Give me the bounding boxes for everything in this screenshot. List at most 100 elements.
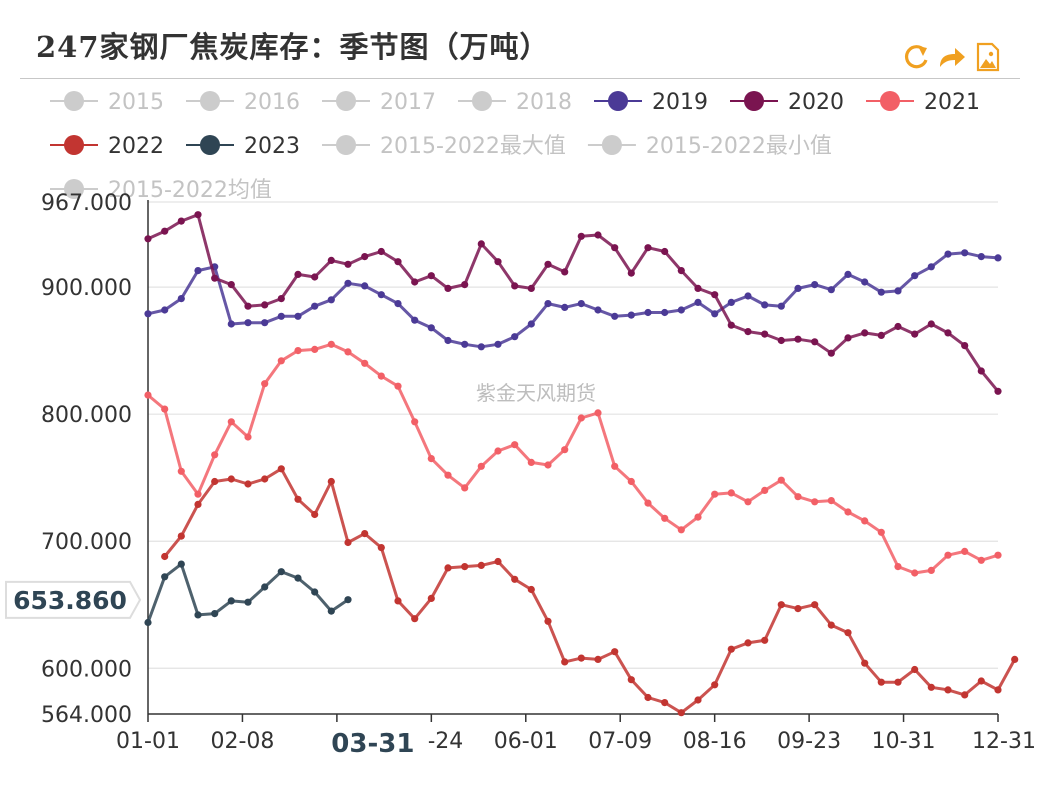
data-point[interactable]: [727, 321, 735, 329]
data-point[interactable]: [211, 451, 219, 459]
data-point[interactable]: [744, 292, 752, 300]
data-point[interactable]: [844, 270, 852, 278]
data-point[interactable]: [844, 334, 852, 342]
data-point[interactable]: [627, 477, 635, 486]
data-point[interactable]: [961, 547, 969, 556]
data-point[interactable]: [477, 462, 485, 470]
data-point[interactable]: [861, 278, 869, 286]
data-point[interactable]: [594, 409, 602, 417]
data-point[interactable]: [411, 418, 419, 426]
legend-item-2015-2022均值[interactable]: 2015-2022均值: [50, 178, 272, 203]
data-point[interactable]: [544, 617, 552, 625]
data-point[interactable]: [927, 566, 935, 575]
data-point[interactable]: [777, 336, 785, 345]
data-point[interactable]: [861, 517, 869, 525]
data-point[interactable]: [344, 348, 352, 356]
data-point[interactable]: [261, 319, 269, 327]
data-point[interactable]: [544, 260, 552, 268]
data-point[interactable]: [961, 691, 969, 699]
data-point[interactable]: [327, 256, 335, 264]
data-point[interactable]: [694, 696, 702, 704]
data-point[interactable]: [277, 357, 285, 365]
data-point[interactable]: [944, 250, 952, 258]
data-point[interactable]: [827, 349, 835, 357]
data-point[interactable]: [261, 475, 269, 483]
data-point[interactable]: [827, 497, 835, 505]
data-point[interactable]: [694, 513, 702, 521]
data-point[interactable]: [877, 528, 885, 536]
data-point[interactable]: [144, 310, 152, 318]
legend-item-2023[interactable]: 2023: [186, 134, 300, 159]
legend-item-2015[interactable]: 2015: [50, 90, 164, 115]
data-point[interactable]: [227, 475, 235, 483]
data-point[interactable]: [177, 560, 185, 568]
data-point[interactable]: [777, 476, 785, 484]
data-point[interactable]: [177, 217, 185, 225]
data-point[interactable]: [944, 329, 952, 337]
data-point[interactable]: [511, 333, 519, 341]
data-point[interactable]: [444, 284, 452, 292]
data-point[interactable]: [161, 227, 169, 235]
data-point[interactable]: [194, 490, 202, 498]
data-point[interactable]: [344, 260, 352, 268]
data-point[interactable]: [244, 302, 252, 310]
legend-item-2016[interactable]: 2016: [186, 90, 300, 115]
data-point[interactable]: [677, 709, 685, 717]
data-point[interactable]: [377, 372, 385, 380]
data-point[interactable]: [527, 320, 535, 328]
data-point[interactable]: [577, 300, 585, 308]
data-point[interactable]: [294, 270, 302, 278]
data-point[interactable]: [627, 269, 635, 277]
data-point[interactable]: [627, 311, 635, 319]
legend-item-2020[interactable]: 2020: [730, 90, 844, 115]
data-point[interactable]: [377, 291, 385, 299]
data-point[interactable]: [161, 306, 169, 314]
data-point[interactable]: [261, 380, 269, 388]
data-point[interactable]: [394, 382, 402, 390]
data-point[interactable]: [444, 336, 452, 345]
share-arrow-icon[interactable]: [940, 48, 965, 67]
data-point[interactable]: [811, 498, 819, 506]
data-point[interactable]: [511, 575, 519, 583]
data-point[interactable]: [794, 284, 802, 292]
data-point[interactable]: [761, 330, 769, 338]
data-point[interactable]: [527, 585, 535, 594]
data-point[interactable]: [277, 312, 285, 320]
data-point[interactable]: [394, 300, 402, 308]
legend-item-2018[interactable]: 2018: [458, 90, 572, 115]
data-point[interactable]: [994, 551, 1002, 559]
data-point[interactable]: [294, 574, 302, 582]
data-point[interactable]: [294, 347, 302, 355]
data-point[interactable]: [794, 335, 802, 343]
data-point[interactable]: [311, 273, 319, 281]
data-point[interactable]: [677, 526, 685, 534]
data-point[interactable]: [977, 556, 985, 564]
data-point[interactable]: [427, 594, 435, 603]
data-point[interactable]: [911, 569, 919, 577]
data-point[interactable]: [861, 659, 869, 667]
data-point[interactable]: [544, 461, 552, 469]
data-point[interactable]: [677, 267, 685, 275]
data-point[interactable]: [194, 500, 202, 508]
data-point[interactable]: [527, 458, 535, 466]
data-point[interactable]: [594, 306, 602, 314]
data-point[interactable]: [811, 281, 819, 289]
data-point[interactable]: [294, 495, 302, 503]
data-point[interactable]: [827, 286, 835, 294]
data-point[interactable]: [361, 530, 369, 538]
data-point[interactable]: [844, 629, 852, 637]
data-point[interactable]: [694, 284, 702, 292]
legend-item-2015-2022最小值[interactable]: 2015-2022最小值: [587, 134, 832, 159]
data-point[interactable]: [211, 477, 219, 486]
data-point[interactable]: [561, 446, 569, 454]
data-point[interactable]: [927, 320, 935, 328]
data-point[interactable]: [744, 328, 752, 336]
data-point[interactable]: [611, 462, 619, 470]
data-point[interactable]: [911, 330, 919, 338]
data-point[interactable]: [277, 295, 285, 303]
data-point[interactable]: [894, 322, 902, 331]
data-point[interactable]: [561, 303, 569, 311]
data-point[interactable]: [327, 340, 335, 348]
data-point[interactable]: [494, 258, 502, 266]
data-point[interactable]: [911, 272, 919, 280]
